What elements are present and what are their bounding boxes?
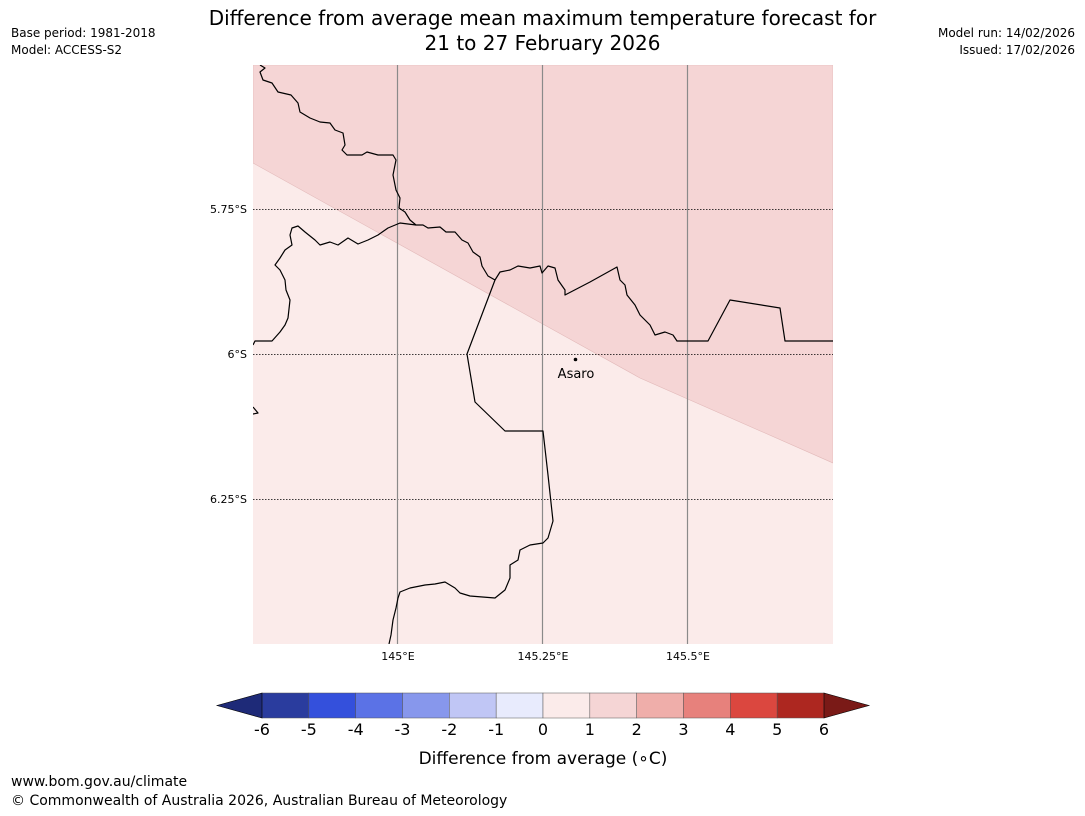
footer: www.bom.gov.au/climate © Commonwealth of… xyxy=(11,773,507,811)
longitude-gridlines xyxy=(396,65,689,644)
map-title: Difference from average mean maximum tem… xyxy=(0,6,1085,56)
lon-label-145: 145°E xyxy=(381,650,414,663)
colorbar-cell xyxy=(308,692,356,719)
place-dot xyxy=(573,357,578,362)
colorbar-tick: 3 xyxy=(678,720,688,739)
latitude-labels: 5.75°S 6°S 6.25°S xyxy=(210,203,247,506)
colorbar-cell xyxy=(730,692,778,719)
boundary-inner xyxy=(388,279,554,644)
colorbar-cell xyxy=(261,692,310,719)
footer-url: www.bom.gov.au/climate xyxy=(11,774,188,790)
issued-text: Issued: 17/02/2026 xyxy=(959,43,1075,57)
lon-label-145-5: 145.5°E xyxy=(666,650,710,663)
colorbar-tick: 5 xyxy=(772,720,782,739)
boundary-west xyxy=(253,222,417,346)
map-area xyxy=(253,65,833,644)
boundary-north xyxy=(259,65,833,342)
latitude-gridlines xyxy=(253,209,833,500)
lat-label-5-75: 5.75°S xyxy=(210,203,247,216)
longitude-labels: 145°E 145.25°E 145.5°E xyxy=(381,650,710,663)
colorbar-cell xyxy=(589,692,637,719)
title-line-2: 21 to 27 February 2026 xyxy=(424,31,661,55)
metadata-left: Base period: 1981-2018 Model: ACCESS-S2 xyxy=(11,25,156,59)
colorbar-cell xyxy=(495,692,544,719)
colorbar-cell xyxy=(355,692,403,719)
colorbar-tick-labels: -6 -5 -4 -3 -2 -1 0 1 2 3 4 5 6 xyxy=(254,720,829,739)
colorbar-tick: -5 xyxy=(301,720,317,739)
colorbar-tick: -1 xyxy=(488,720,504,739)
place-marker-asaro: Asaro xyxy=(558,357,595,382)
boundary-west-edge xyxy=(253,406,259,415)
colorbar-cell xyxy=(776,692,825,719)
lat-label-6: 6°S xyxy=(228,348,247,361)
colorbar-cells xyxy=(261,692,825,719)
colorbar-tick: 2 xyxy=(632,720,642,739)
province-boundaries xyxy=(253,65,833,644)
colorbar-tick: 6 xyxy=(819,720,829,739)
model-text: Model: ACCESS-S2 xyxy=(11,43,123,57)
title-line-1: Difference from average mean maximum tem… xyxy=(208,6,877,30)
colorbar-over-arrow xyxy=(823,692,871,719)
base-period-text: Base period: 1981-2018 xyxy=(11,26,156,40)
colorbar: -6 -5 -4 -3 -2 -1 0 1 2 3 4 5 6 Difference from aver… xyxy=(215,692,871,769)
colorbar-tick: -3 xyxy=(395,720,411,739)
colorbar-label: Difference from average (∘C) xyxy=(419,749,668,769)
colorbar-cell xyxy=(449,692,497,719)
colorbar-tick: 4 xyxy=(725,720,735,739)
lat-label-6-25: 6.25°S xyxy=(210,493,247,506)
place-label: Asaro xyxy=(558,367,595,382)
footer-copyright: © Commonwealth of Australia 2026, Austra… xyxy=(11,793,508,809)
colorbar-tick: -2 xyxy=(441,720,457,739)
colorbar-cell xyxy=(542,692,591,719)
lon-label-145-25: 145.25°E xyxy=(518,650,569,663)
colorbar-cell xyxy=(683,692,731,719)
colorbar-tick: 1 xyxy=(585,720,595,739)
metadata-right: Model run: 14/02/2026 Issued: 17/02/2026 xyxy=(938,25,1075,59)
colorbar-cell xyxy=(636,692,684,719)
colorbar-tick: -4 xyxy=(348,720,364,739)
model-run-text: Model run: 14/02/2026 xyxy=(937,26,1075,40)
colorbar-tick: 0 xyxy=(538,720,548,739)
colorbar-tick: -6 xyxy=(254,720,270,739)
colorbar-cell xyxy=(402,692,450,719)
colorbar-under-arrow xyxy=(215,692,263,719)
